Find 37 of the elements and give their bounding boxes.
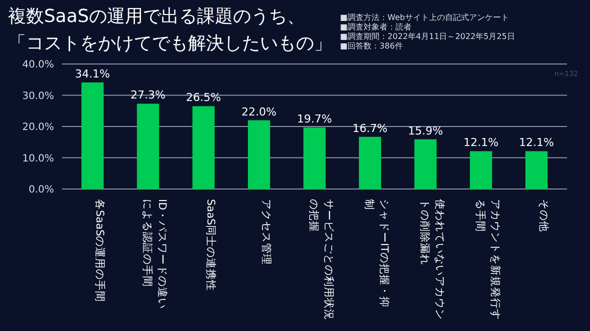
bar [303,127,326,189]
y-tick-label: 40.0% [22,60,54,70]
x-tick-label: 各SaaSの運用の手間 [94,199,107,302]
x-tick-label: アカウントを新規発行する手間 [474,199,502,320]
y-tick-label: 20.0% [22,122,54,133]
y-tick-label: 0.0% [28,184,54,196]
data-label: 15.9% [408,124,443,138]
data-label: 16.7% [352,122,388,135]
text: ■回答数：386件 [340,42,403,50]
data-label: 22.0% [242,105,276,118]
data-label: 34.1% [75,67,110,80]
data-label: 26.5% [186,91,221,104]
y-tick-label: 10.0% [22,153,54,164]
x-tick-label: サービスごとの利用状況の把握 [308,199,336,320]
x-tick-label: アクセス管理 [260,199,272,265]
bar [248,120,270,189]
x-tick-label: SaaS同士の連携性 [204,199,218,292]
chart-title: 複数SaaSの運用で出る課題のうち、「コストをかけてでも解決したいもの」 [8,6,332,54]
data-label: 27.3% [130,88,166,102]
bar [136,104,160,189]
text: ■調査期間：2022年4月11日～2022年5月25日 [340,32,515,41]
bar [358,136,382,189]
y-tick-label: 30.0% [22,90,54,102]
text: ■調査対象者：読者 [340,22,412,32]
bar [470,151,492,189]
x-tick-label: 使われていないアカウントの削除漏れ [418,199,446,320]
data-label: 12.1% [464,136,498,150]
text: ■調査方法：Webサイト上の自記式アンケート [340,13,509,22]
data-label: 19.7% [297,112,332,126]
x-tick-label: その他 [537,199,550,232]
bar [525,151,548,189]
bar [81,82,104,189]
bar [192,106,215,189]
data-label: 12.1% [519,136,554,150]
x-tick-label: ID・パスワードの違いによる認証の手間 [141,199,170,310]
x-tick-label: シャドーITの把握・抑制 [362,199,390,308]
bar [414,139,437,189]
